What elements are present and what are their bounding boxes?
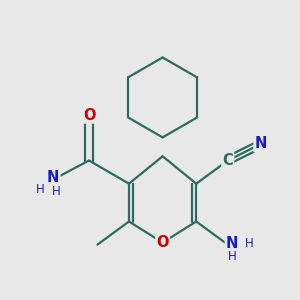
- Text: H: H: [244, 237, 253, 250]
- Text: O: O: [83, 108, 95, 123]
- Text: N: N: [254, 136, 267, 151]
- Text: N: N: [47, 170, 59, 185]
- Text: H: H: [36, 184, 45, 196]
- Text: H: H: [52, 185, 61, 198]
- Text: O: O: [156, 235, 169, 250]
- Text: H: H: [228, 250, 236, 263]
- Text: N: N: [226, 236, 238, 251]
- Text: C: C: [222, 153, 233, 168]
